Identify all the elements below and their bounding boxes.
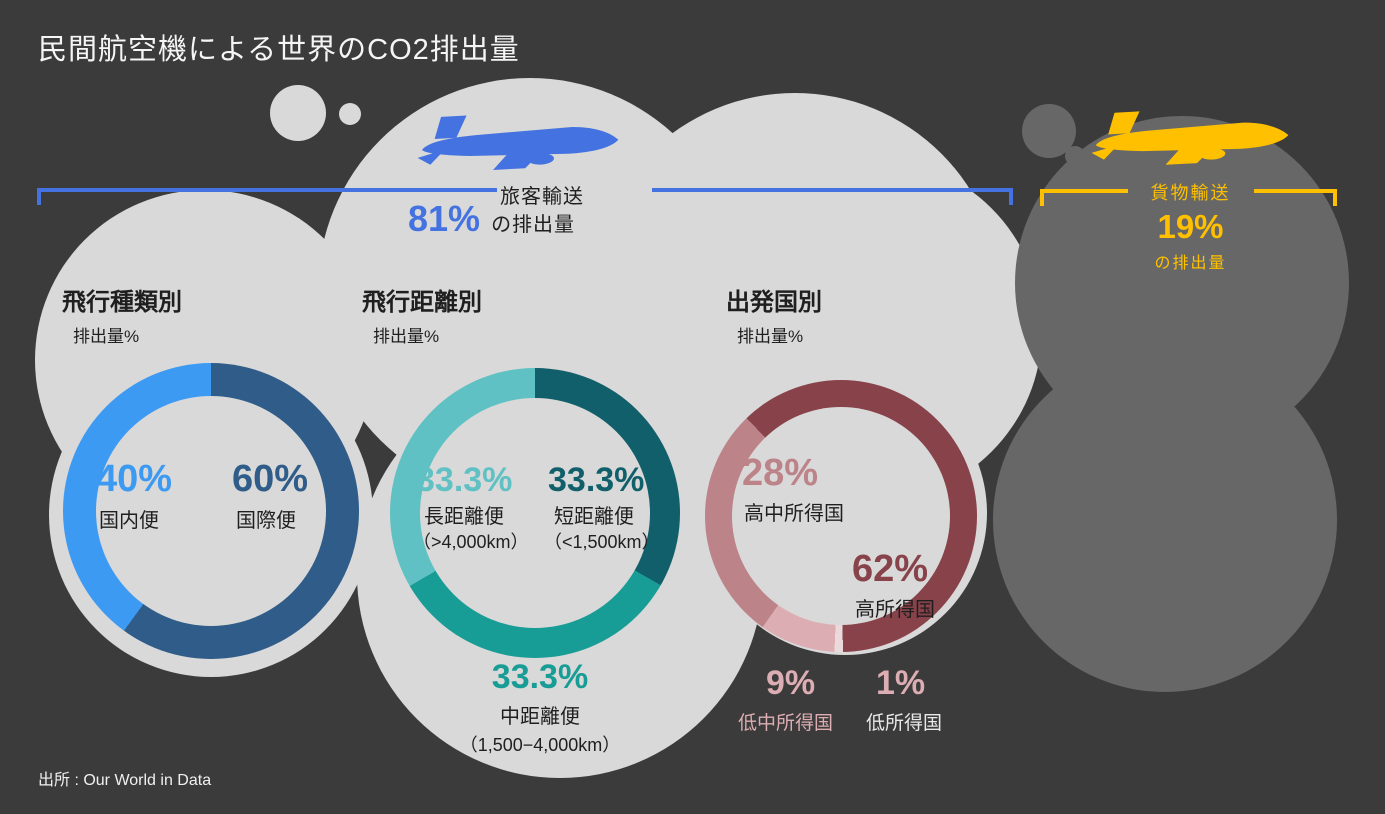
page-title: 民間航空機による世界のCO2排出量 (38, 34, 520, 66)
bracket-line (1040, 189, 1128, 193)
section-header-departure-country: 出発国別 排出量% (726, 282, 822, 347)
bracket-tick (37, 188, 41, 205)
segment-percent-upper-middle-income: 28% (742, 452, 819, 494)
donut-chart-departure-country (705, 380, 977, 652)
section-subtitle: 排出量% (73, 327, 140, 346)
segment-label-high-income: 高所得国 (855, 599, 935, 621)
segment-label-short-haul: 短距離便 (554, 506, 634, 528)
passenger-label: 旅客輸送 (500, 186, 584, 208)
segment-label-medium-haul: 中距離便 (500, 706, 580, 728)
section-subtitle: 排出量% (373, 327, 440, 346)
segment-label-upper-middle-income: 高中所得国 (744, 503, 844, 525)
section-subtitle: 排出量% (737, 327, 804, 346)
cloud-puff (270, 85, 326, 141)
segment-percent-international: 60% (232, 458, 309, 500)
segment-percent-medium-haul: 33.3% (491, 658, 589, 696)
segment-percent-long-haul: 33.3% (416, 461, 513, 499)
section-title: 飛行種類別 (62, 290, 182, 316)
bracket-line (1254, 189, 1337, 193)
segment-range-long-haul: （>4,000km） (413, 532, 529, 552)
segment-label-international: 国際便 (236, 510, 296, 532)
segment-range-short-haul: （<1,500km） (544, 532, 660, 552)
section-title: 出発国別 (726, 290, 822, 316)
segment-label-lower-middle-income: 低中所得国 (738, 713, 834, 734)
cargo-percent: 19% (1157, 208, 1224, 245)
segment-percent-short-haul: 33.3% (548, 461, 645, 499)
cloud-puff (1065, 146, 1085, 166)
cloud-circle (993, 348, 1337, 692)
passenger-airplane-icon (413, 105, 624, 176)
segment-percent-lower-middle-income: 9% (766, 664, 816, 702)
segment-percent-high-income: 62% (852, 548, 929, 590)
passenger-suffix: の排出量 (491, 214, 576, 236)
bracket-tick (1009, 188, 1013, 205)
segment-percent-domestic: 40% (96, 458, 173, 500)
passenger-stat: 81% の排出量 (408, 198, 575, 240)
source-credit: 出所 : Our World in Data (38, 772, 212, 789)
donut-hole (96, 396, 326, 626)
bracket-line (37, 188, 497, 192)
cargo-stat: 貨物輸送 19% の排出量 (1118, 179, 1263, 273)
donut-hole (732, 407, 950, 625)
segment-block-medium-haul: 33.3% 中距離便 （1,500−4,000km） (420, 658, 660, 757)
segment-label-long-haul: 長距離便 (424, 506, 504, 528)
cargo-label: 貨物輸送 (1150, 183, 1231, 203)
cargo-suffix: の排出量 (1154, 255, 1227, 272)
bracket-line (652, 188, 1013, 192)
segment-label-low-income: 低所得国 (866, 713, 943, 734)
bracket-tick (1333, 189, 1337, 206)
section-header-flight-type: 飛行種類別 排出量% (62, 282, 182, 347)
donut-chart-flight-distance (390, 368, 680, 658)
bracket-tick (1040, 189, 1044, 206)
section-title: 飛行距離別 (362, 290, 482, 316)
donut-chart-flight-type (63, 363, 359, 659)
passenger-percent: 81% (408, 198, 481, 239)
cargo-airplane-icon (1087, 101, 1294, 171)
segment-label-domestic: 国内便 (99, 510, 159, 532)
cloud-puff (339, 103, 361, 125)
donut-hole (420, 398, 650, 628)
section-header-flight-distance: 飛行距離別 排出量% (362, 282, 482, 347)
segment-range-medium-haul: （1,500−4,000km） (459, 735, 621, 755)
segment-percent-low-income: 1% (876, 664, 926, 702)
